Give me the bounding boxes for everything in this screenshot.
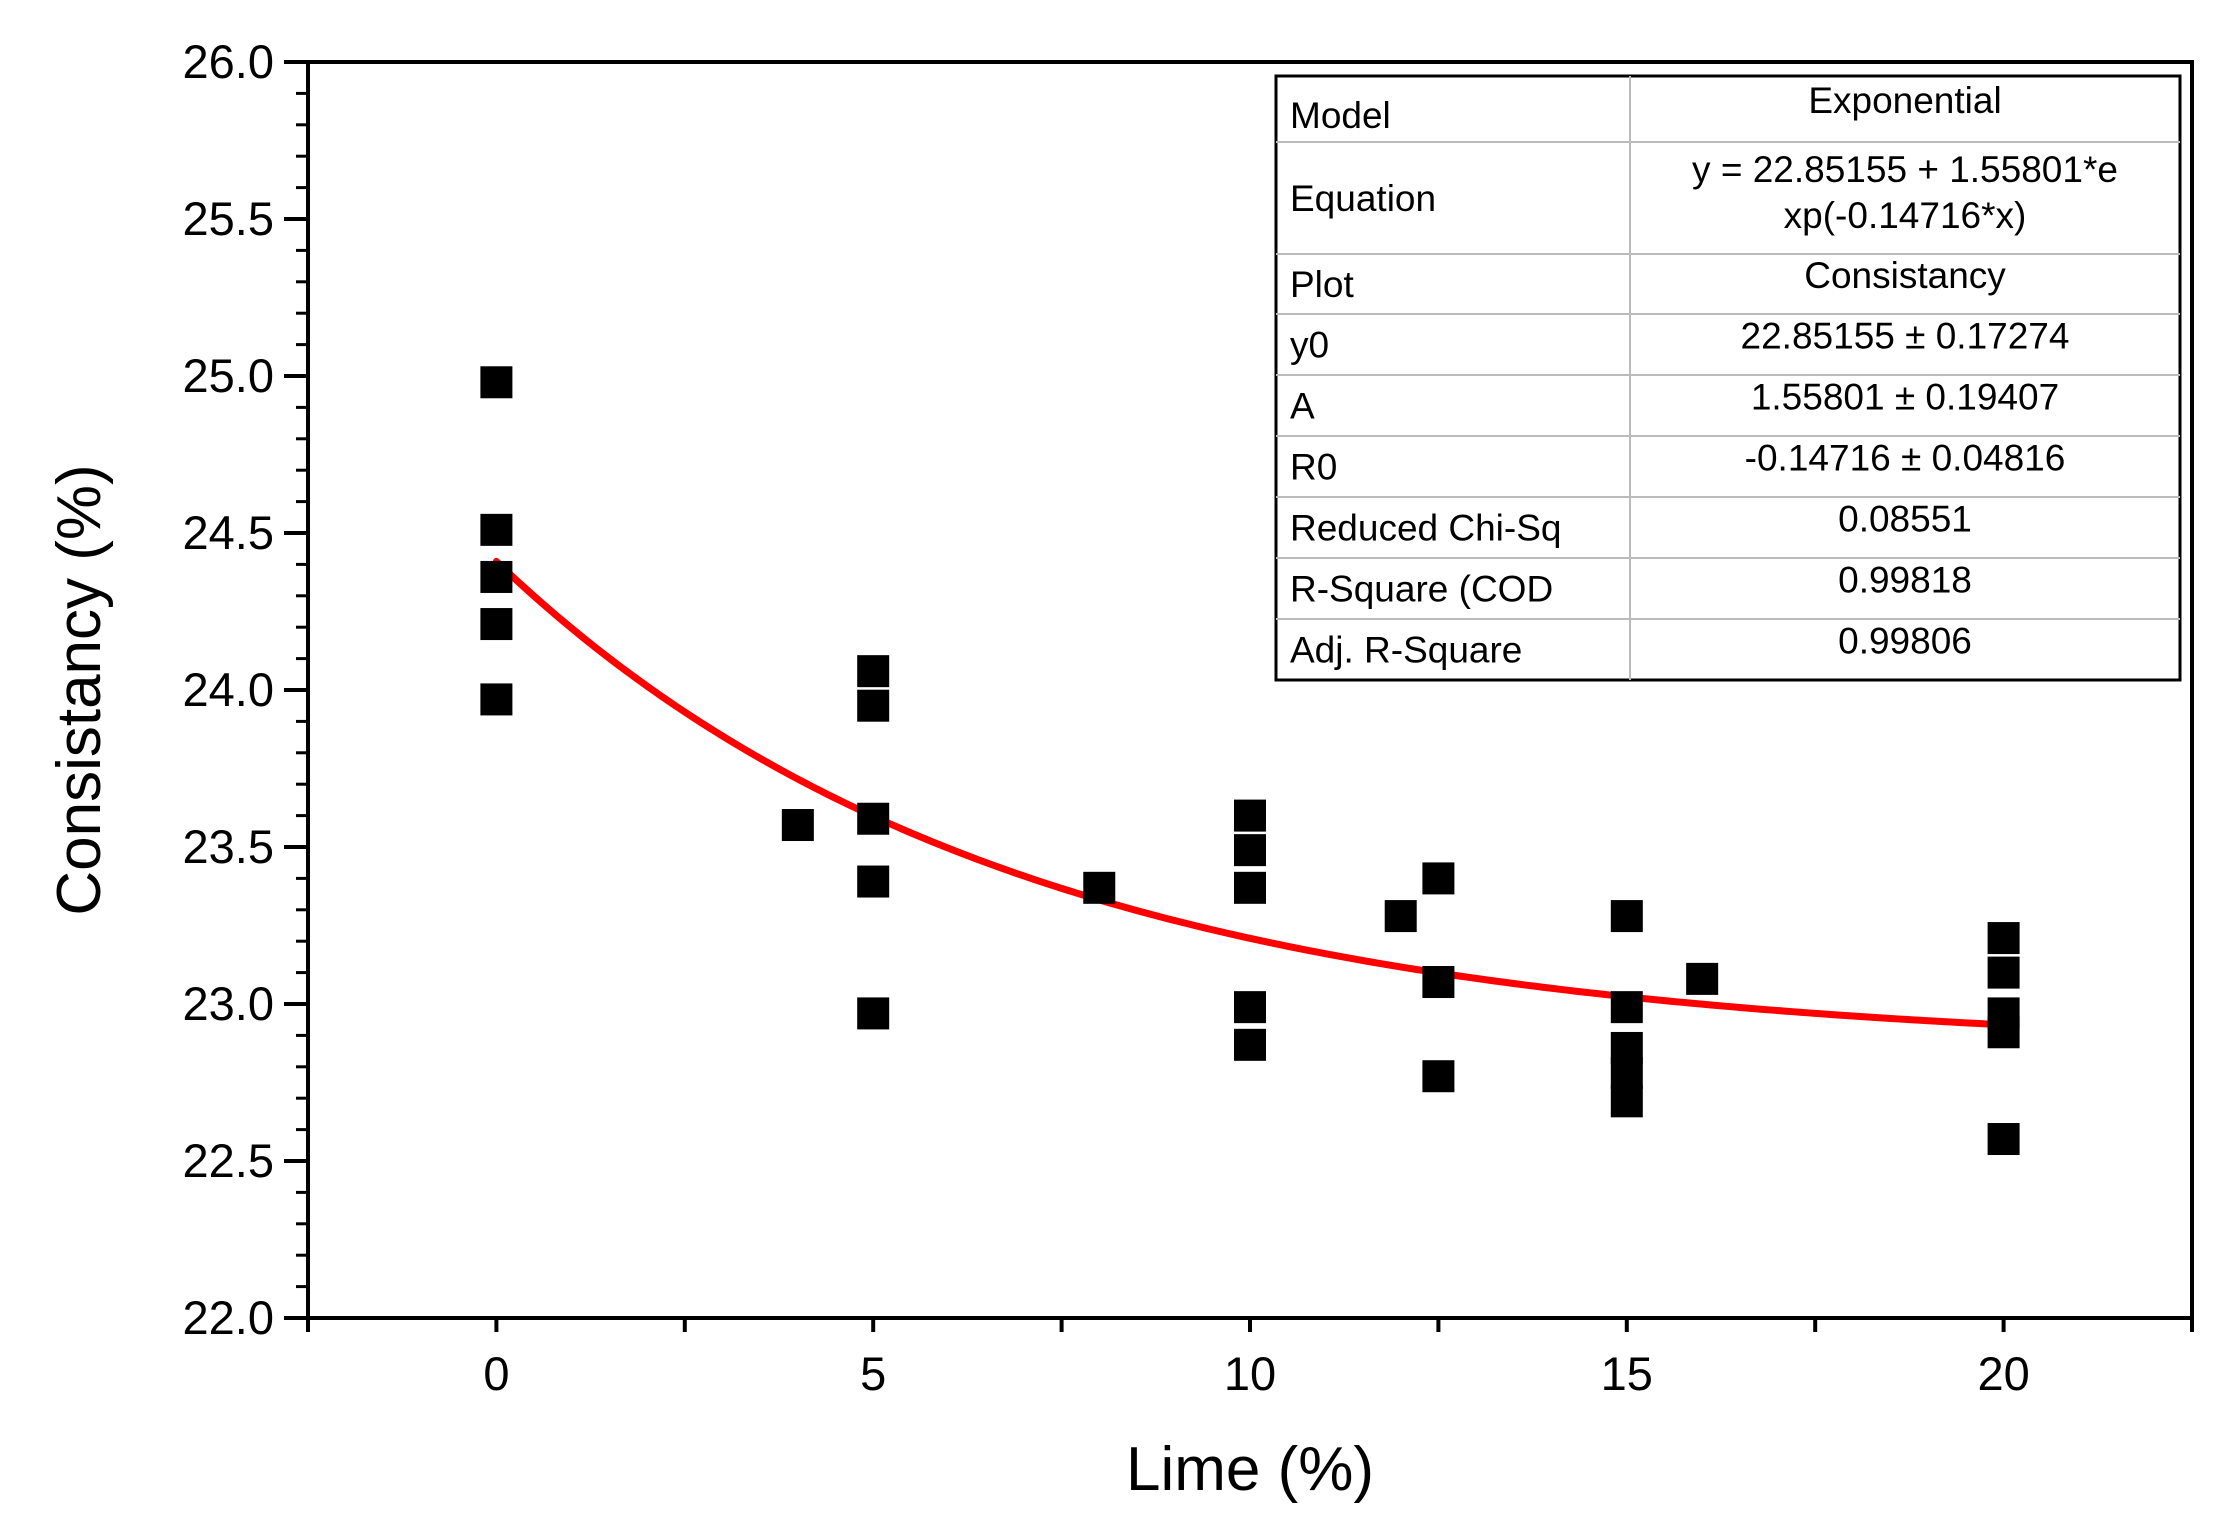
- y-tick-label: 23.5: [183, 820, 274, 873]
- data-points: [480, 366, 2020, 1156]
- table-row-value: Exponential: [1808, 80, 2001, 121]
- table-row-value: Consistancy: [1804, 255, 2006, 296]
- y-axis: 22.0 22.5 23.0 23.5 24.0 24.5 25.0 25.5 26.0: [183, 35, 308, 1344]
- data-point: [1234, 834, 1266, 867]
- data-point: [480, 513, 513, 546]
- x-tick-label: 5: [860, 1347, 886, 1400]
- y-tick-label: 26.0: [183, 35, 274, 88]
- data-point: [1987, 1016, 2020, 1049]
- data-point: [1987, 1123, 2020, 1156]
- table-row-value: 0.99818: [1838, 560, 1972, 601]
- x-tick-label: 0: [483, 1347, 509, 1400]
- fit-curve: [492, 557, 2008, 1029]
- data-point: [857, 655, 890, 688]
- x-tick-label: 10: [1224, 1347, 1276, 1400]
- x-axis: 0 5 10 15 20: [306, 1318, 2194, 1400]
- x-tick-label: 15: [1601, 1347, 1653, 1400]
- data-point: [480, 560, 513, 593]
- data-point: [1987, 922, 2020, 955]
- table-border: [1274, 74, 2182, 682]
- data-point: [857, 802, 890, 835]
- data-point: [1234, 871, 1266, 904]
- table-row-value: y = 22.85155 + 1.55801*e: [1692, 149, 2118, 190]
- data-point: [1384, 900, 1417, 933]
- table-row-value: -0.14716 ± 0.04816: [1745, 438, 2066, 479]
- data-point: [1234, 1028, 1266, 1061]
- y-tick-label: 22.5: [183, 1134, 274, 1187]
- data-point: [1422, 862, 1455, 895]
- y-tick-label: 24.0: [183, 663, 274, 716]
- data-point: [1422, 1060, 1455, 1093]
- table-row-label: Model: [1290, 95, 1391, 136]
- data-point: [781, 809, 814, 842]
- table-row-label: Adj. R-Square: [1290, 630, 1522, 671]
- data-point: [1234, 799, 1266, 832]
- y-tick-label: 23.0: [183, 977, 274, 1030]
- table-row-label: y0: [1290, 325, 1329, 366]
- y-tick-label: 25.5: [183, 192, 274, 245]
- y-tick-label: 24.5: [183, 506, 274, 559]
- stats-table: Model Exponential Equation y = 22.85155 + 1…: [1274, 74, 2182, 682]
- data-point: [480, 366, 513, 399]
- table-row-label: R-Square (COD: [1290, 569, 1553, 610]
- table-row-label: Plot: [1290, 264, 1354, 305]
- y-axis-title: Consistancy (%): [45, 464, 114, 915]
- data-point: [480, 608, 513, 641]
- data-point: [1610, 1085, 1643, 1118]
- data-point: [480, 683, 513, 716]
- table-row-value: 0.08551: [1838, 499, 1972, 540]
- table-row-label: A: [1290, 386, 1315, 427]
- data-point: [1686, 962, 1719, 995]
- data-point: [1234, 991, 1266, 1024]
- data-point: [857, 689, 890, 722]
- data-point: [857, 997, 890, 1030]
- table-row-value: 0.99806: [1838, 621, 1972, 662]
- data-point: [1610, 900, 1643, 933]
- data-point: [1083, 871, 1116, 904]
- table-row-value: xp(-0.14716*x): [1784, 195, 2027, 236]
- data-point: [1610, 991, 1643, 1024]
- y-tick-label: 22.0: [183, 1291, 274, 1344]
- table-row-value: 1.55801 ± 0.19407: [1751, 377, 2059, 418]
- x-axis-title: Lime (%): [1126, 1435, 1374, 1504]
- data-point: [1610, 1057, 1643, 1090]
- table-row-label: R0: [1290, 447, 1337, 488]
- y-tick-label: 25.0: [183, 349, 274, 402]
- table-row-label: Reduced Chi-Sq: [1290, 508, 1561, 549]
- table-row-value: 22.85155 ± 0.17274: [1741, 316, 2070, 357]
- data-point: [1987, 956, 2020, 989]
- data-point: [1422, 966, 1455, 999]
- x-tick-label: 20: [1977, 1347, 2029, 1400]
- table-row-label: Equation: [1290, 178, 1436, 219]
- data-point: [857, 865, 890, 898]
